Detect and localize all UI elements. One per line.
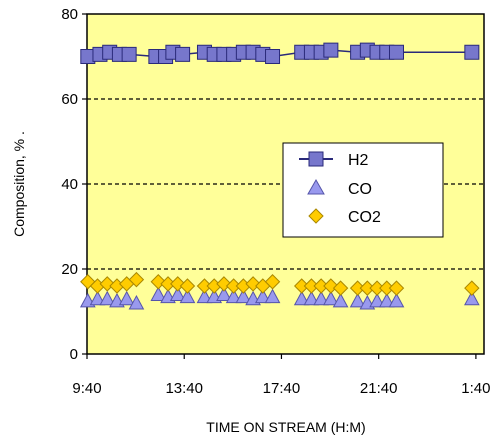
h2-point-16 (265, 49, 281, 64)
legend-marker-co (307, 178, 325, 195)
h2-point-25 (388, 44, 404, 60)
legend-label-h2: H2 (348, 152, 369, 169)
co2-point-28 (464, 280, 480, 296)
co-point-17 (264, 288, 281, 304)
co-point-27 (388, 292, 405, 308)
legend-label-co: CO (348, 181, 372, 198)
y-tick-label-60: 60 (61, 91, 78, 108)
co-point-6 (150, 286, 167, 301)
h2-point-4 (121, 46, 137, 62)
co-point-12 (216, 286, 232, 301)
co2-point-22 (332, 280, 349, 296)
x-axis-title: TIME ON STREAM (H:M) (206, 419, 365, 435)
x-tick-label-3: 21:40 (360, 380, 398, 397)
series-co2 (80, 271, 480, 296)
co-point-26 (378, 292, 395, 308)
co-point-25 (369, 292, 385, 308)
x-tick-label-2: 17:40 (263, 380, 301, 397)
co-point-28 (464, 290, 480, 306)
h2-point-20 (323, 42, 339, 58)
co-point-20 (313, 290, 329, 306)
x-tick-label-0: 9:40 (72, 380, 101, 397)
co-point-10 (196, 288, 213, 304)
co-point-5 (128, 294, 145, 310)
y-axis: 0 20 40 60 80 (61, 6, 87, 363)
co-point-23 (349, 292, 366, 308)
co-point-4 (118, 290, 135, 306)
co-point-1 (89, 290, 106, 306)
markers (79, 42, 480, 310)
co-point-21 (323, 290, 339, 306)
y-tick-label-80: 80 (61, 6, 78, 23)
x-axis: 9:40 13:40 17:40 21:40 1:40 (72, 354, 491, 397)
co2-point-9 (179, 278, 196, 294)
co2-point-5 (128, 271, 145, 288)
series-h2 (80, 42, 480, 64)
co-point-18 (293, 290, 310, 306)
co-point-19 (303, 290, 320, 306)
co2-point-17 (264, 274, 281, 290)
legend-marker-h2 (308, 151, 324, 167)
co2-point-27 (388, 280, 405, 296)
co-point-14 (235, 288, 252, 304)
legend: H2 CO CO2 (282, 142, 444, 238)
series-co (79, 286, 480, 310)
x-tick-label-1: 13:40 (165, 380, 203, 397)
legend-label-co2: CO2 (348, 209, 381, 226)
co-point-13 (225, 288, 242, 304)
y-tick-label-20: 20 (61, 261, 78, 278)
x-tick-label-4: 1:40 (461, 380, 490, 397)
co-point-22 (332, 292, 349, 308)
co-point-9 (179, 288, 196, 304)
y-axis-title: Composition, % . (11, 131, 27, 237)
legend-marker-co2 (308, 208, 324, 224)
co-point-8 (169, 286, 186, 301)
y-tick-label-40: 40 (61, 176, 78, 193)
h2-point-26 (464, 44, 480, 60)
y-tick-label-0: 0 (70, 346, 78, 363)
h2-point-8 (175, 46, 191, 62)
co-point-2 (99, 290, 116, 306)
co-point-16 (254, 288, 271, 304)
